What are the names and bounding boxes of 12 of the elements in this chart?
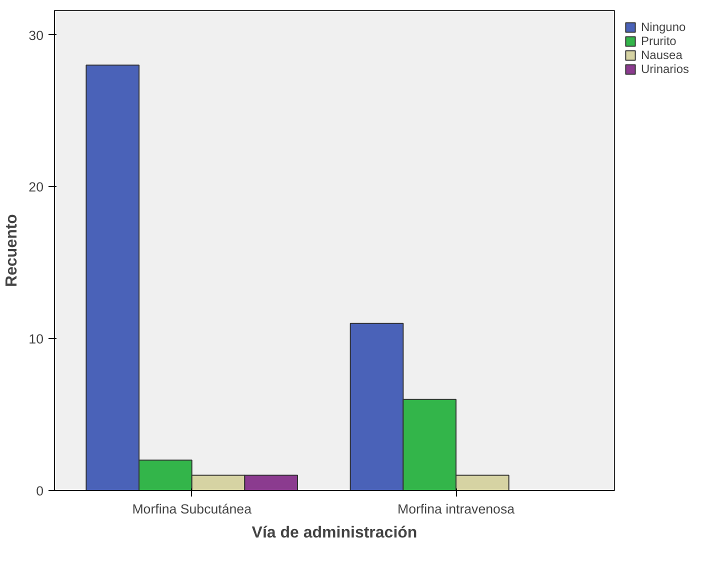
x-tick-label: Morfina intravenosa <box>397 502 516 516</box>
legend-label: Prurito <box>641 34 676 48</box>
y-tick-label: 10 <box>28 332 44 347</box>
x-tick-label: Morfina Subcutánea <box>132 502 252 516</box>
legend-label: Urinarios <box>641 62 690 76</box>
x-axis-title: Vía de administración <box>252 524 418 542</box>
y-tick-label: 30 <box>28 28 44 43</box>
y-tick-label: 20 <box>28 180 44 195</box>
legend-label: Nausea <box>641 48 682 62</box>
legend-label: Ninguno <box>641 20 686 34</box>
y-tick-label: 0 <box>36 484 44 498</box>
y-axis-title: Recuento <box>4 214 21 287</box>
